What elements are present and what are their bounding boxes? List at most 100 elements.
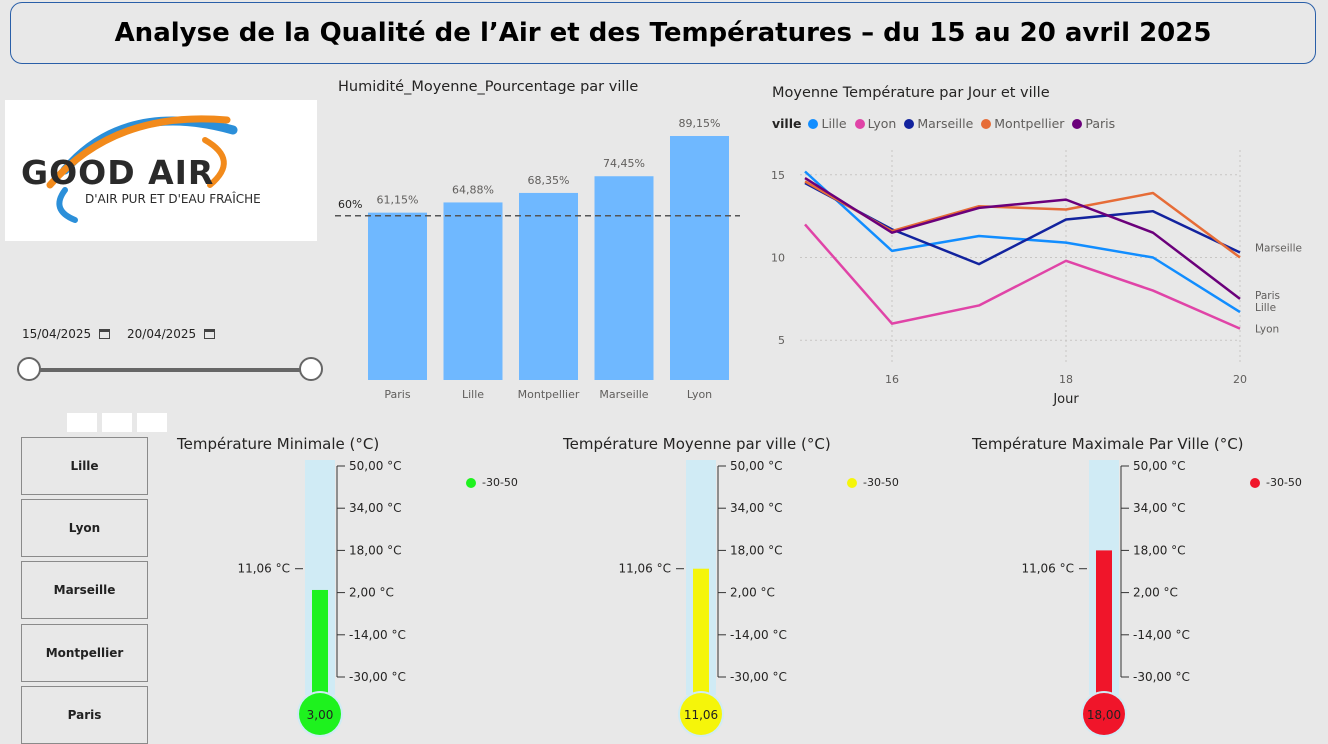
y-tick-label: 10 — [771, 252, 785, 265]
humidity-bar[interactable] — [443, 202, 503, 380]
date-range-slider-track[interactable] — [30, 368, 312, 372]
slicer-header-button[interactable] — [67, 413, 97, 432]
thermometer-title-max: Température Maximale Par Ville (°C) — [972, 435, 1244, 453]
city-slicer-item-montpellier[interactable]: Montpellier — [21, 624, 148, 682]
thermometer-max-gauge: 18,00 50,00 °C 34,00 °C 18,00 °C 2,00 °C -14,… — [1021, 459, 1302, 737]
thermometer-tick-label: -30,00 °C — [349, 670, 406, 684]
thermometer-marker-label: 11,06 °C — [237, 562, 290, 576]
slicer-header-button[interactable] — [137, 413, 167, 432]
thermometer-legend-dot-icon — [1250, 478, 1260, 488]
slicer-header-button[interactable] — [102, 413, 132, 432]
city-slicer-label: Paris — [67, 708, 102, 722]
legend-dot-icon — [904, 118, 915, 129]
legend-item[interactable]: Lille — [808, 116, 847, 131]
calendar-icon[interactable] — [99, 329, 111, 339]
thermometer-legend-label: -30-50 — [863, 476, 899, 489]
legend-label: Lille — [821, 116, 847, 131]
y-tick-label: 5 — [778, 334, 785, 347]
humidity-chart-title: Humidité_Moyenne_Pourcentage par ville — [338, 79, 639, 95]
humidity-bar-label: 89,15% — [679, 117, 721, 130]
legend-item[interactable]: Marseille — [904, 116, 973, 131]
humidity-category-label: Lille — [462, 388, 484, 401]
humidity-category-label: Paris — [384, 388, 410, 401]
logo-tagline: D'AIR PUR ET D'EAU FRAÎCHE — [85, 191, 261, 206]
humidity-category-label: Marseille — [599, 388, 648, 401]
thermometer-tick-label: 2,00 °C — [730, 586, 775, 600]
city-slicer-item-lyon[interactable]: Lyon — [21, 499, 148, 557]
x-tick-label: 20 — [1233, 373, 1247, 386]
legend-label: Paris — [1085, 116, 1116, 131]
city-slicer-item-marseille[interactable]: Marseille — [21, 561, 148, 619]
thermometer-marker-label: 11,06 °C — [618, 562, 671, 576]
page-title: Analyse de la Qualité de l’Air et des Te… — [114, 18, 1212, 48]
city-slicer-label: Lille — [70, 459, 99, 473]
legend-label: Lyon — [867, 116, 897, 131]
thermometer-tick-label: 34,00 °C — [349, 501, 402, 515]
humidity-bar[interactable] — [368, 212, 427, 380]
thermometer-bulb — [299, 693, 341, 735]
thermometer-legend-dot-icon — [847, 478, 857, 488]
thermometer-legend-dot-icon — [466, 478, 476, 488]
city-slicer-label: Montpellier — [45, 646, 124, 660]
end-date-field[interactable]: 20/04/2025 — [119, 322, 224, 346]
thermometer-tick-label: 34,00 °C — [730, 501, 783, 515]
thermometer-legend-label: -30-50 — [1266, 476, 1302, 489]
thermometer-tick-label: 18,00 °C — [730, 543, 783, 557]
thermometer-bulb — [680, 693, 722, 735]
legend-item[interactable]: Montpellier — [981, 116, 1064, 131]
humidity-bar-label: 68,35% — [528, 174, 570, 187]
thermometer-value: 3,00 — [307, 708, 334, 722]
line-end-label: Lyon — [1255, 324, 1279, 336]
logo-graphic: GOOD AIR D'AIR PUR ET D'EAU FRAÎCHE — [21, 115, 261, 223]
x-tick-label: 16 — [885, 373, 899, 386]
thermometer-value: 11,06 — [684, 708, 718, 722]
calendar-icon[interactable] — [204, 329, 216, 339]
thermometer-tick-label: -30,00 °C — [730, 670, 787, 684]
thermometer-min-gauge: 3,00 50,00 °C 34,00 °C 18,00 °C 2,00 °C -14,0… — [237, 459, 518, 737]
thermometer-tick-label: -14,00 °C — [349, 628, 406, 642]
line-series-paris[interactable] — [804, 177, 1241, 300]
temperature-chart-title: Moyenne Température par Jour et ville — [772, 85, 1050, 101]
city-slicer-label: Marseille — [53, 583, 116, 597]
city-slicer-label: Lyon — [68, 521, 101, 535]
thermometer-tick-label: -14,00 °C — [1133, 628, 1190, 642]
thermometer-tick-label: 34,00 °C — [1133, 501, 1186, 515]
start-date-field[interactable]: 15/04/2025 — [14, 322, 119, 346]
x-axis-title: Jour — [1052, 392, 1079, 407]
humidity-bar[interactable] — [670, 136, 729, 380]
y-tick-label: 15 — [771, 169, 785, 182]
legend-label: Marseille — [917, 116, 974, 131]
line-series-marseille[interactable] — [804, 181, 1241, 266]
line-series-lyon[interactable] — [804, 223, 1241, 330]
line-series-lille[interactable] — [804, 170, 1241, 314]
legend-item[interactable]: Paris — [1072, 116, 1115, 131]
legend-item[interactable]: Lyon — [854, 116, 897, 131]
date-range-start-handle[interactable] — [17, 357, 41, 381]
thermometer-tick-label: 18,00 °C — [1133, 543, 1186, 557]
thermometer-tick-label: 50,00 °C — [1133, 459, 1186, 473]
thermometer-legend-label: -30-50 — [482, 476, 518, 489]
thermometer-tick-label: 2,00 °C — [1133, 586, 1178, 600]
date-range-end-handle[interactable] — [299, 357, 323, 381]
legend-label: Montpellier — [994, 116, 1065, 131]
legend-dot-icon — [854, 118, 865, 129]
thermometer-avg-gauge: 11,06 50,00 °C 34,00 °C 18,00 °C 2,00 °C -14,… — [618, 459, 899, 737]
city-slicer-item-lille[interactable]: Lille — [21, 437, 148, 495]
humidity-bar[interactable] — [519, 192, 578, 380]
city-slicer-item-paris[interactable]: Paris — [21, 686, 148, 744]
thermometer-title-avg: Température Moyenne par ville (°C) — [563, 435, 831, 453]
humidity-category-label: Lyon — [687, 388, 712, 401]
x-tick-label: 18 — [1059, 373, 1073, 386]
dashboard-title-bar: Analyse de la Qualité de l’Air et des Te… — [10, 2, 1316, 64]
temperature-chart-legend: ville Lille Lyon Marseille Montpellier Paris — [772, 116, 1119, 131]
thermometer-tick-label: 18,00 °C — [349, 543, 402, 557]
good-air-logo: GOOD AIR D'AIR PUR ET D'EAU FRAÎCHE — [5, 100, 317, 241]
humidity-category-label: Montpellier — [518, 388, 580, 401]
humidity-bar[interactable] — [594, 176, 654, 380]
line-end-label: Lille — [1255, 302, 1276, 314]
temperature-line-chart: 5 10 15 16 18 20 Jour Lille Lyon Marseille Paris — [771, 150, 1302, 407]
start-date-value: 15/04/2025 — [22, 327, 92, 341]
line-end-label: Marseille — [1255, 243, 1302, 255]
humidity-bar-label: 64,88% — [452, 183, 494, 196]
thermometer-tick-label: 50,00 °C — [349, 459, 402, 473]
